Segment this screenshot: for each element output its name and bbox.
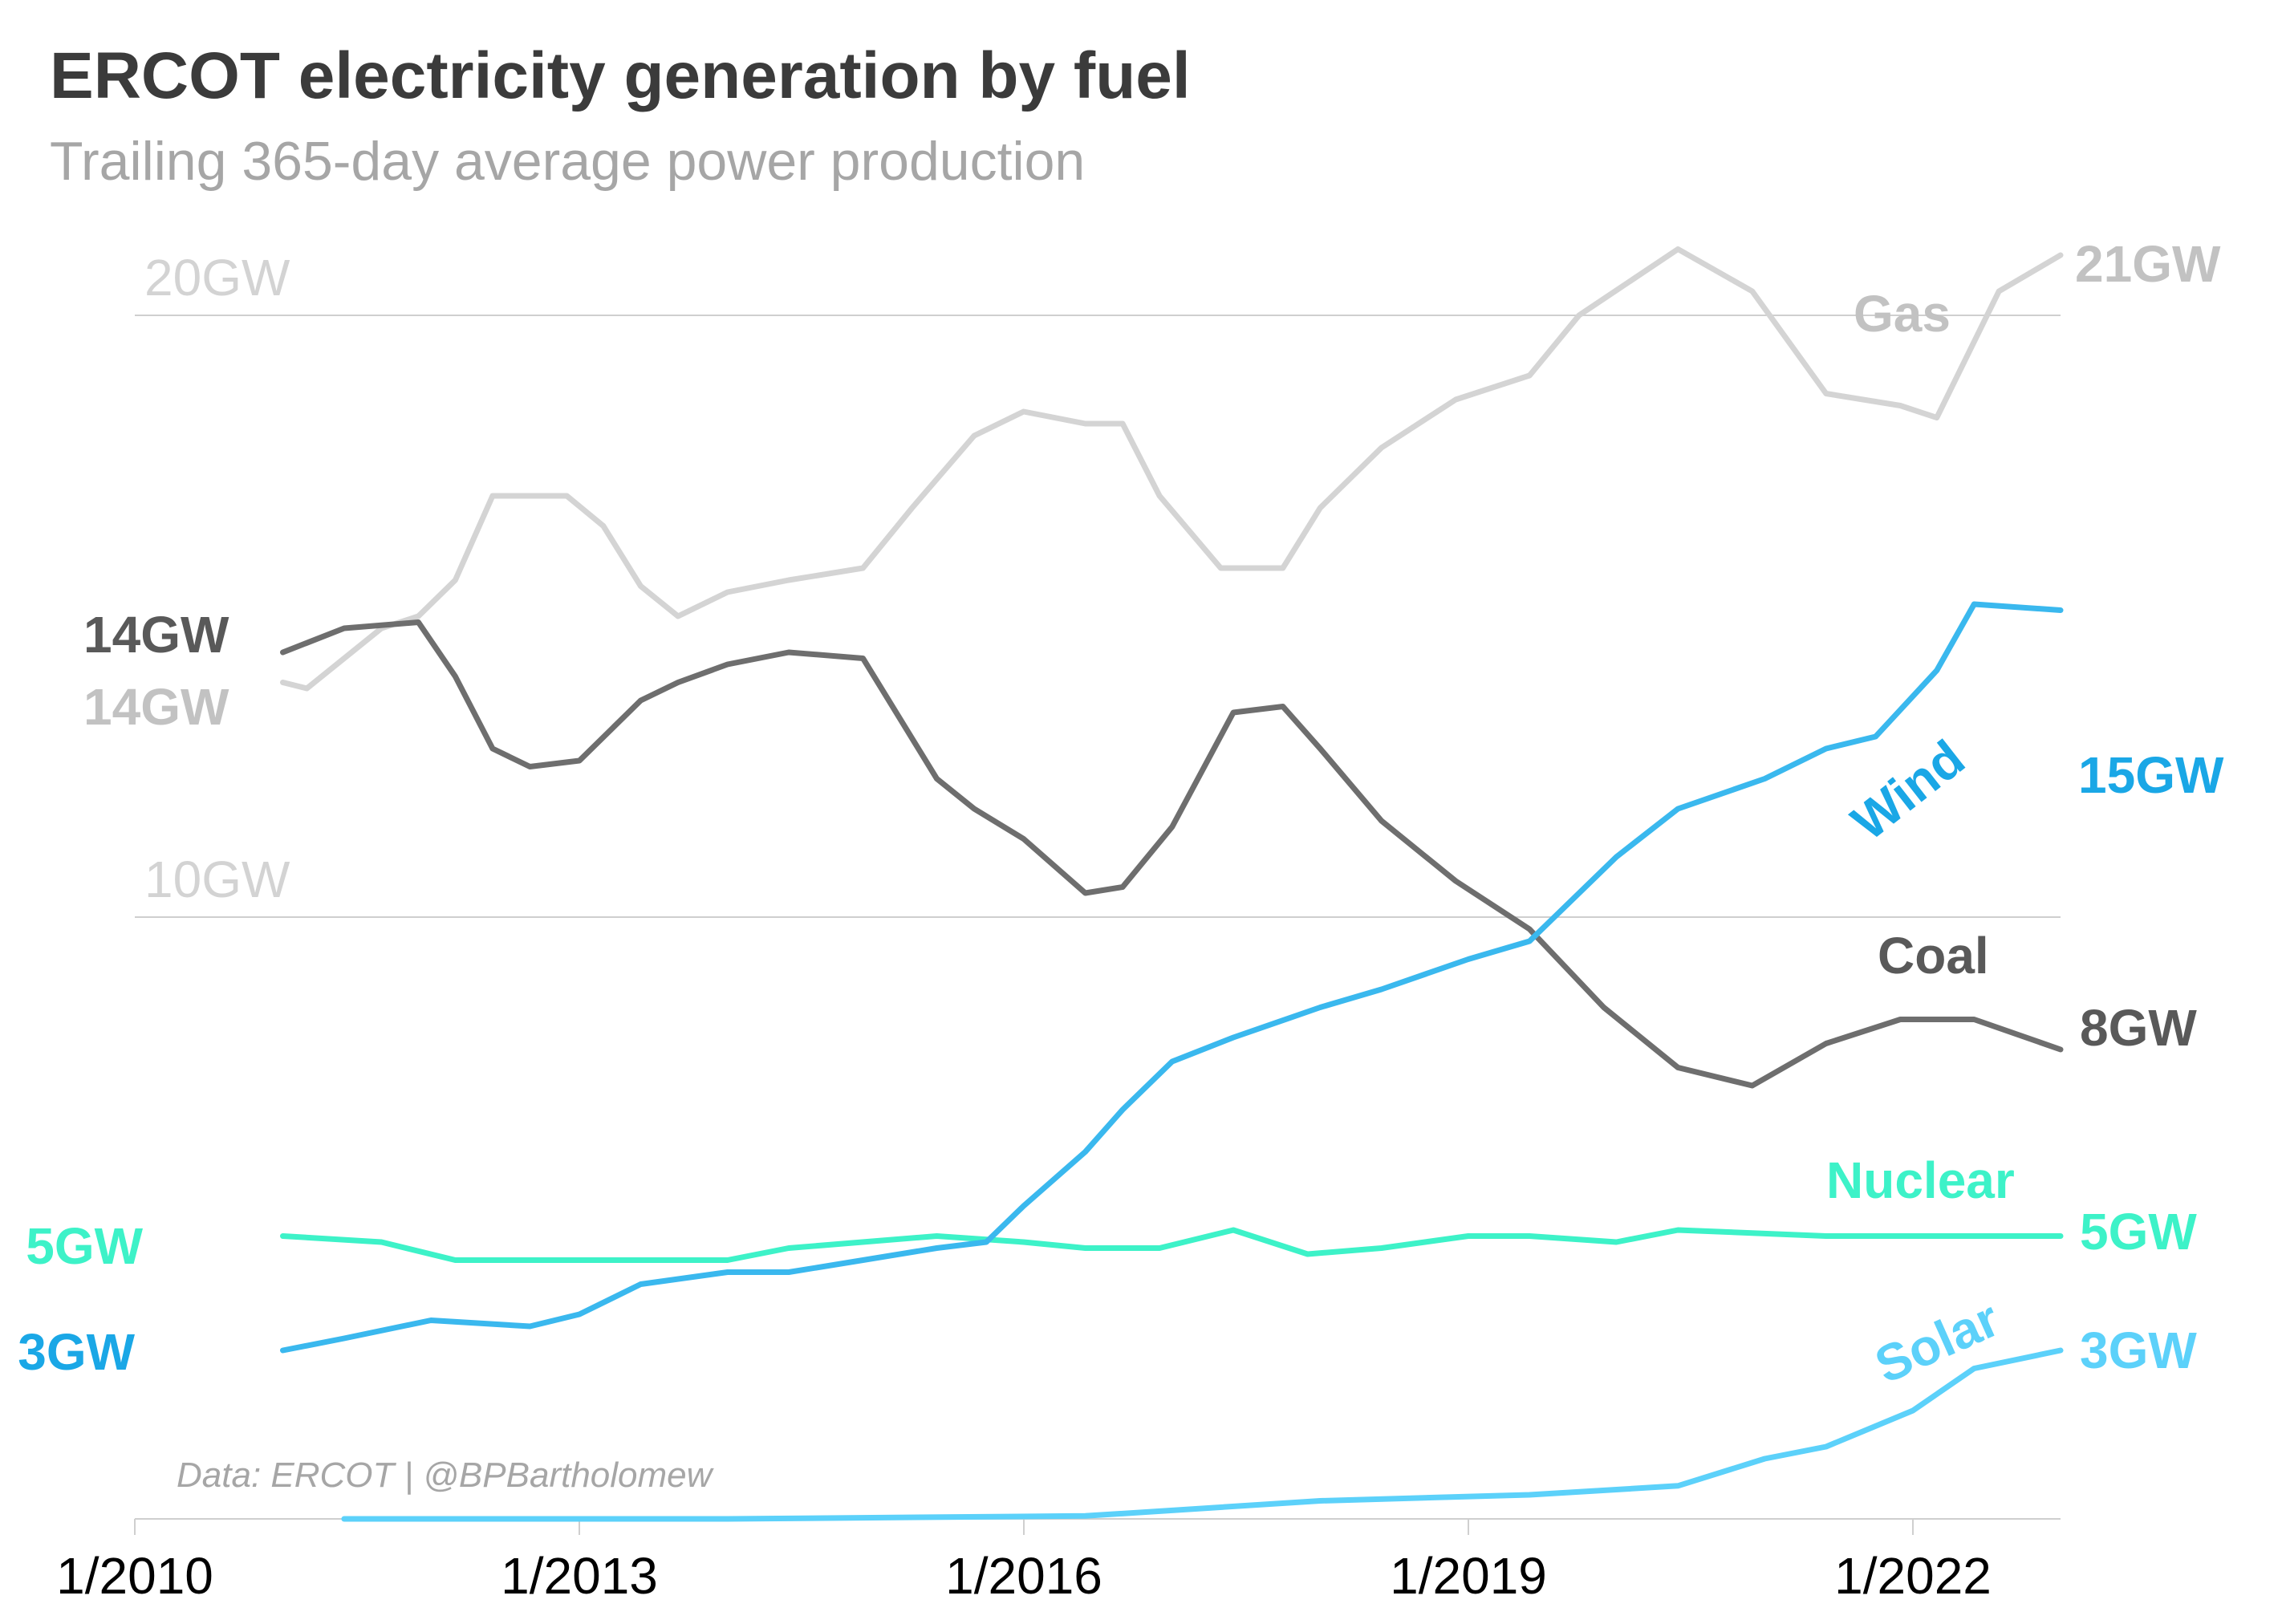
gridline-label-20gw: 20GW bbox=[144, 249, 290, 307]
x-tick-label-2022: 1/2022 bbox=[1834, 1547, 1992, 1605]
gridline-label-10gw: 10GW bbox=[144, 851, 290, 908]
series-line-gas bbox=[280, 246, 2064, 692]
x-tick-label-2019: 1/2019 bbox=[1390, 1547, 1547, 1605]
series-line-solar bbox=[341, 1347, 2064, 1522]
chart-subtitle: Trailing 365-day average power productio… bbox=[50, 131, 1085, 192]
start-label-nuclear: 5GW bbox=[26, 1217, 143, 1275]
series-label-solar: Solar bbox=[1866, 1289, 2008, 1395]
series-layer bbox=[280, 246, 2064, 1522]
series-label-wind: Wind bbox=[1841, 729, 1975, 851]
label-layer: Gas Coal Wind Nuclear Solar 14GW 14GW 5G… bbox=[18, 235, 2224, 1395]
x-tick-label-2010: 1/2010 bbox=[56, 1547, 213, 1605]
x-tick-label-2016: 1/2016 bbox=[945, 1547, 1102, 1605]
start-label-coal: 14GW bbox=[83, 606, 229, 664]
x-tick-label-2013: 1/2013 bbox=[501, 1547, 658, 1605]
chart-title: ERCOT electricity generation by fuel bbox=[50, 39, 1191, 112]
end-label-nuclear: 5GW bbox=[2080, 1203, 2197, 1261]
x-axis: 1/2010 1/2013 1/2016 1/2019 1/2022 bbox=[56, 1518, 2061, 1605]
series-label-coal: Coal bbox=[1878, 927, 1989, 985]
start-label-gas: 14GW bbox=[83, 678, 229, 736]
start-label-wind: 3GW bbox=[18, 1323, 135, 1381]
grid-layer: 20GW 10GW bbox=[135, 249, 2061, 918]
end-label-solar: 3GW bbox=[2080, 1322, 2197, 1379]
end-label-wind: 15GW bbox=[2078, 746, 2224, 804]
end-label-coal: 8GW bbox=[2080, 999, 2197, 1057]
series-line-coal bbox=[280, 619, 2064, 1089]
series-line-nuclear bbox=[280, 1227, 2064, 1263]
end-label-gas: 21GW bbox=[2075, 235, 2221, 293]
series-line-wind bbox=[280, 601, 2064, 1354]
series-label-nuclear: Nuclear bbox=[1826, 1151, 2015, 1209]
series-label-gas: Gas bbox=[1854, 285, 1951, 343]
source-note: Data: ERCOT | @BPBartholomew bbox=[177, 1456, 715, 1495]
